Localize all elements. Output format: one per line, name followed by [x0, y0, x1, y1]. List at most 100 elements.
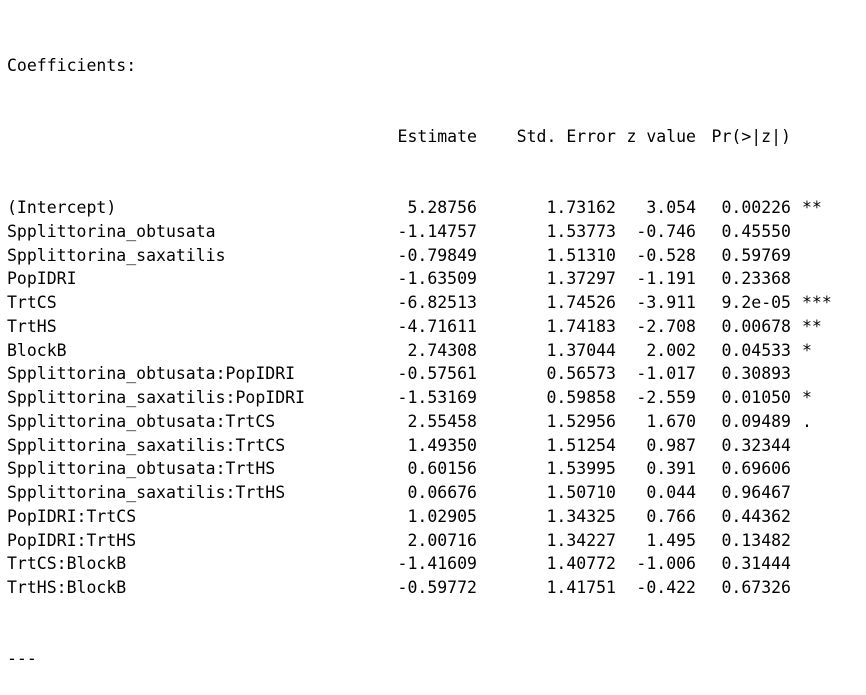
coefficient-rows: (Intercept) 5.28756 1.73162 3.054 0.00226 ** S… — [7, 196, 847, 600]
z-value-cell: 0.044 — [646, 483, 696, 502]
std-error-cell: 1.34227 — [546, 530, 616, 550]
p-value-cell: 0.13482 — [721, 530, 791, 550]
p-value-cell: 0.04533 — [721, 340, 791, 360]
estimate-cell: -1.41609 — [397, 554, 477, 574]
z-value-header: z value — [626, 126, 696, 146]
term-cell: Spplittorina_obtusata:TrtHS — [7, 459, 276, 479]
estimate-cell: -0.57561 — [397, 364, 477, 384]
p-value-cell: 0.01050 — [721, 388, 791, 407]
coefficient-row: PopIDRI:TrtHS 2.00716 1.34227 1.495 0.13482 — [7, 529, 847, 553]
coefficient-row: Spplittorina_saxatilis:TrtCS 1.49350 1.512… — [7, 434, 847, 458]
coefficient-row: TrtCS:BlockB -1.41609 1.40772 -1.006 0.31444 — [7, 552, 847, 576]
coefficient-row: TrtHS:BlockB -0.59772 1.41751 -0.422 0.67326 — [7, 576, 847, 600]
std-error-cell: 0.56573 — [546, 364, 616, 384]
coefficient-row: Spplittorina_saxatilis -0.79849 1.51310 -0.… — [7, 244, 847, 268]
std-error-cell: 1.74183 — [546, 316, 616, 336]
term-cell: Spplittorina_obtusata — [7, 221, 216, 241]
std-error-cell: 1.51310 — [546, 245, 616, 265]
term-cell: Spplittorina_saxatilis:TrtHS — [7, 483, 286, 502]
z-value-cell: -1.191 — [636, 269, 696, 289]
z-value-cell: -0.528 — [636, 245, 696, 265]
std-error-cell: 1.73162 — [546, 198, 616, 217]
z-value-cell: 2.002 — [646, 340, 696, 360]
term-cell: Spplittorina_saxatilis:TrtCS — [7, 435, 286, 455]
z-value-cell: -0.422 — [636, 578, 696, 597]
term-cell: TrtHS — [7, 316, 57, 336]
p-value-cell: 0.00226 — [721, 198, 791, 217]
coefficient-row: PopIDRI:TrtCS 1.02905 1.34325 0.766 0.44362 — [7, 505, 847, 529]
coefficient-row: Spplittorina_obtusata:TrtCS 2.55458 1.5295… — [7, 410, 847, 434]
term-cell: (Intercept) — [7, 198, 117, 217]
std-error-cell: 1.52956 — [546, 411, 616, 431]
p-value-cell: 0.67326 — [721, 578, 791, 597]
estimate-cell: -1.63509 — [397, 269, 477, 289]
std-error-cell: 1.51254 — [546, 435, 616, 455]
estimate-cell: -0.59772 — [397, 578, 477, 597]
p-value-cell: 0.32344 — [721, 435, 791, 455]
estimate-cell: 0.06676 — [407, 483, 477, 502]
coefficient-row: (Intercept) 5.28756 1.73162 3.054 0.00226 ** — [7, 196, 847, 220]
term-cell: PopIDRI:TrtHS — [7, 530, 137, 550]
z-value-cell: 0.391 — [646, 459, 696, 479]
term-cell: TrtHS:BlockB — [7, 578, 127, 597]
coefficient-row: BlockB 2.74308 1.37044 2.002 0.04533 * — [7, 339, 847, 363]
std-error-cell: 0.59858 — [546, 388, 616, 407]
std-error-header: Std. Error — [516, 126, 616, 146]
term-cell: Spplittorina_saxatilis:PopIDRI — [7, 388, 306, 407]
coefficients-heading: Coefficients: — [7, 55, 137, 75]
coefficient-row: Spplittorina_obtusata:TrtHS 0.60156 1.5399… — [7, 457, 847, 481]
z-value-cell: -0.746 — [636, 221, 696, 241]
coefficient-row: Spplittorina_saxatilis:PopIDRI -1.53169 0.… — [7, 386, 847, 410]
term-cell: PopIDRI — [7, 269, 77, 289]
term-cell: BlockB — [7, 340, 67, 360]
z-value-cell: 1.495 — [646, 530, 696, 550]
estimate-cell: -6.82513 — [397, 293, 477, 312]
estimate-cell: 0.60156 — [407, 459, 477, 479]
significance-cell: ** — [802, 316, 822, 336]
significance-cell: * — [802, 340, 812, 360]
std-error-cell: 1.40772 — [546, 554, 616, 574]
p-value-cell: 0.00678 — [721, 316, 791, 336]
z-value-cell: -2.708 — [636, 316, 696, 336]
z-value-cell: 3.054 — [646, 198, 696, 217]
p-value-cell: 0.30893 — [721, 364, 791, 384]
p-value-cell: 0.59769 — [721, 245, 791, 265]
term-cell: PopIDRI:TrtCS — [7, 506, 137, 526]
z-value-cell: 0.766 — [646, 506, 696, 526]
coefficient-row: Spplittorina_obtusata:PopIDRI -0.57561 0.5… — [7, 362, 847, 386]
column-header-row: Estimate Std. Error z value Pr(>|z|) — [7, 125, 847, 149]
coefficient-row: Spplittorina_obtusata -1.14757 1.53773 -0.7… — [7, 220, 847, 244]
p-value-header: Pr(>|z|) — [711, 126, 791, 146]
significance-cell: * — [802, 388, 812, 407]
std-error-cell: 1.53995 — [546, 459, 616, 479]
estimate-cell: -4.71611 — [397, 316, 477, 336]
term-cell: Spplittorina_obtusata:TrtCS — [7, 411, 276, 431]
estimate-cell: 1.49350 — [407, 435, 477, 455]
std-error-cell: 1.37297 — [546, 269, 616, 289]
significance-cell: *** — [802, 293, 832, 312]
z-value-cell: 0.987 — [646, 435, 696, 455]
p-value-cell: 9.2e-05 — [721, 293, 791, 312]
std-error-cell: 1.53773 — [546, 221, 616, 241]
z-value-cell: -3.911 — [636, 293, 696, 312]
estimate-cell: -1.53169 — [397, 388, 477, 407]
term-cell: Spplittorina_obtusata:PopIDRI — [7, 364, 296, 384]
coefficient-row: TrtCS -6.82513 1.74526 -3.911 9.2e-05 *** — [7, 291, 847, 315]
term-cell: TrtCS — [7, 293, 57, 312]
z-value-cell: -2.559 — [636, 388, 696, 407]
p-value-cell: 0.44362 — [721, 506, 791, 526]
std-error-cell: 1.37044 — [546, 340, 616, 360]
coefficient-row: PopIDRI -1.63509 1.37297 -1.191 0.23368 — [7, 267, 847, 291]
p-value-cell: 0.69606 — [721, 459, 791, 479]
estimate-cell: -1.14757 — [397, 221, 477, 241]
estimate-cell: 1.02905 — [407, 506, 477, 526]
estimate-cell: -0.79849 — [397, 245, 477, 265]
coefficient-row: TrtHS -4.71611 1.74183 -2.708 0.00678 ** — [7, 315, 847, 339]
significance-cell: ** — [802, 198, 822, 217]
std-error-cell: 1.41751 — [546, 578, 616, 597]
estimate-header: Estimate — [397, 126, 477, 146]
z-value-cell: 1.670 — [646, 411, 696, 431]
p-value-cell: 0.31444 — [721, 554, 791, 574]
estimate-cell: 5.28756 — [407, 198, 477, 217]
estimate-cell: 2.55458 — [407, 411, 477, 431]
